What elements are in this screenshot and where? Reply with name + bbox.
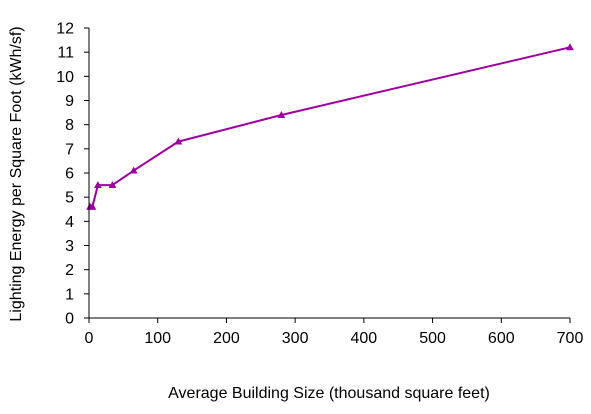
y-tick-label: 7 xyxy=(65,141,74,158)
x-tick-label: 700 xyxy=(557,330,584,347)
y-tick-label: 5 xyxy=(65,190,74,207)
y-tick-label: 0 xyxy=(65,311,74,328)
x-tick-label: 400 xyxy=(351,330,378,347)
y-tick-label: 9 xyxy=(65,93,74,110)
series-line xyxy=(90,46,571,208)
y-axis-title: Lighting Energy per Square Foot (kWh/sf) xyxy=(8,26,25,321)
y-tick-label: 12 xyxy=(56,21,74,38)
data-point-marker xyxy=(88,202,97,210)
data-point-marker xyxy=(566,43,574,51)
y-tick-label: 1 xyxy=(65,286,74,303)
y-tick-label: 2 xyxy=(65,262,74,279)
x-tick-label: 500 xyxy=(419,330,446,347)
x-tick-label: 100 xyxy=(144,330,171,347)
data-point-marker xyxy=(174,137,183,145)
data-point-marker xyxy=(108,181,117,189)
x-tick-label: 600 xyxy=(488,330,515,347)
y-tick-label: 10 xyxy=(56,69,74,86)
y-tick-label: 8 xyxy=(65,117,74,134)
x-tick-label: 0 xyxy=(85,330,94,347)
x-tick-label: 300 xyxy=(282,330,309,347)
data-point-marker xyxy=(94,181,102,189)
axes xyxy=(84,27,571,323)
y-tick-label: 11 xyxy=(57,45,74,62)
y-tick-label: 4 xyxy=(65,214,74,231)
series-layer xyxy=(86,43,574,210)
x-axis-title: Average Building Size (thousand square f… xyxy=(168,385,490,402)
x-tick-label: 200 xyxy=(213,330,240,347)
y-tick-label: 6 xyxy=(65,166,74,183)
x-axis-tick-labels: 0 100 200 300 400 500 600 700 xyxy=(85,330,584,347)
data-point-marker xyxy=(129,166,138,174)
y-tick-label: 3 xyxy=(65,238,74,255)
data-point-marker xyxy=(277,110,286,118)
